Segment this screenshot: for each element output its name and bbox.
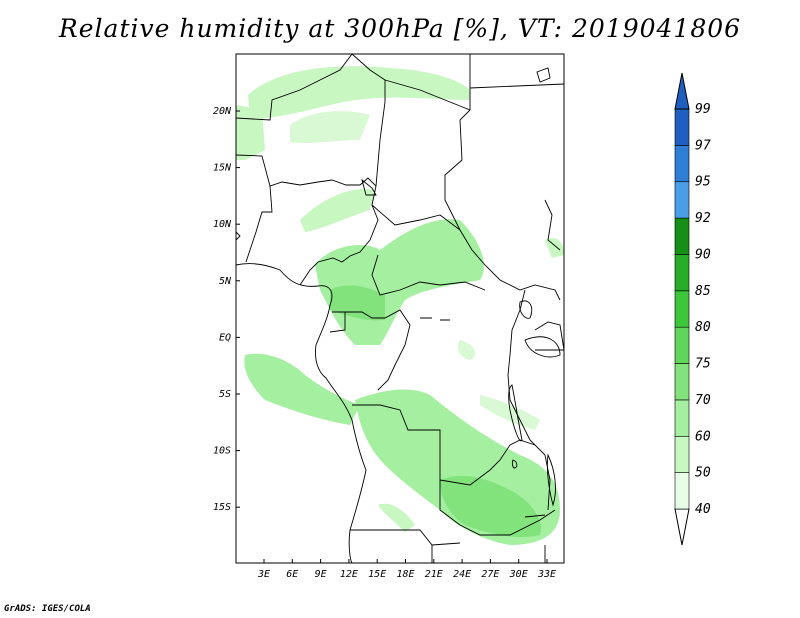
lat-tick-label: 15N [213, 163, 232, 174]
humidity-patch-zambia-core [440, 475, 541, 537]
coast-northeast [536, 67, 551, 83]
colorbar-lower-arrow [674, 508, 690, 546]
colorbar-segment [674, 326, 690, 364]
lon-tick-label: 33E [537, 569, 556, 580]
border-chad-sudan [444, 109, 561, 301]
colorbar-label: 95 [695, 175, 711, 190]
colorbar-label: 50 [695, 466, 711, 481]
colorbar-segment [674, 435, 690, 473]
lat-tick-label: 20N [213, 106, 232, 117]
lake-mweru [511, 459, 518, 469]
colorbar-segment [674, 254, 690, 292]
latitude-axis: 20N 15N 10N 5N EQ 5S 10S 15S [213, 106, 240, 513]
humidity-shading [236, 66, 564, 545]
colorbar-label: 85 [695, 284, 711, 299]
colorbar-label: 70 [695, 393, 711, 408]
borders [235, 53, 565, 564]
border-west [245, 185, 273, 263]
colorbar-label: 75 [695, 357, 711, 372]
lake-kariba [524, 514, 546, 518]
colorbar-segment [674, 181, 690, 219]
border-chad-car [371, 204, 461, 231]
lon-tick-label: 6E [286, 569, 298, 580]
colorbar-segment [674, 217, 690, 255]
colorbar-segment [674, 363, 690, 401]
lat-tick-label: 10S [213, 446, 231, 457]
colorbar-segment [674, 145, 690, 183]
colorbar: 40 50 60 70 75 80 85 90 92 95 97 99 [674, 72, 711, 546]
colorbar-label: 80 [695, 320, 711, 335]
humidity-patch-east-edge [545, 238, 564, 258]
lon-tick-label: 24E [453, 569, 471, 580]
lon-tick-label: 12E [340, 569, 358, 580]
border-drc-angola [352, 404, 441, 480]
lon-tick-label: 3E [257, 569, 270, 580]
border-congo [332, 309, 411, 391]
border-eq-guinea [329, 312, 346, 333]
humidity-patch-basin [458, 340, 476, 360]
lake-tanganyika [508, 384, 523, 442]
colorbar-label: 60 [695, 429, 711, 444]
lat-tick-label: 5S [219, 389, 231, 400]
border-east [544, 199, 561, 251]
colorbar-label: 92 [695, 211, 711, 226]
colorbar-label: 90 [695, 247, 711, 262]
lon-tick-label: 9E [315, 569, 327, 580]
humidity-patch-north [248, 66, 470, 119]
humidity-patch-sahara [290, 111, 370, 143]
colorbar-segment [674, 399, 690, 437]
lake-malawi [546, 453, 556, 507]
river-marks [420, 317, 450, 321]
lat-tick-label: 5N [219, 276, 232, 287]
colorbar-segment [674, 108, 690, 146]
border-great-lakes [507, 289, 551, 511]
border-libya [384, 54, 471, 111]
border-angola-namibia [350, 529, 461, 546]
border-egypt [469, 83, 565, 89]
lake-chad [361, 178, 377, 196]
lat-tick-label: EQ [219, 332, 231, 343]
coastline-west-africa [235, 263, 367, 564]
humidity-patch-nigeria [300, 189, 375, 232]
colorbar-label: 40 [695, 502, 711, 517]
longitude-axis: 3E 6E 9E 12E 15E 18E 21E 24E 27E 30E 33E [257, 559, 556, 580]
border-car [371, 254, 486, 296]
humidity-patch-tanzania [480, 395, 540, 430]
humidity-patch-west-coast [236, 105, 265, 160]
coast-west-mark [235, 231, 241, 241]
lat-tick-label: 10N [213, 219, 232, 230]
humidity-patch-gulf [244, 353, 360, 425]
lon-tick-label: 18E [396, 569, 414, 580]
colorbar-label: 99 [695, 102, 711, 117]
colorbar-label: 97 [695, 138, 711, 153]
map-frame [235, 53, 565, 564]
lon-tick-label: 30E [509, 569, 528, 580]
lake-victoria [524, 336, 561, 358]
border-north-west [235, 53, 353, 121]
colorbar-segment [674, 290, 690, 328]
map-title: Relative humidity at 300hPa [%], VT: 201… [58, 14, 742, 43]
border-niger-algeria [351, 53, 386, 187]
border-zambia-south [439, 480, 556, 536]
lon-tick-label: 15E [368, 569, 386, 580]
border-uganda-kenya [534, 321, 565, 351]
colorbar-upper-arrow [674, 72, 690, 110]
credit-text: GrADS: IGES/COLA [4, 604, 91, 614]
colorbar-segment [674, 472, 690, 510]
lat-tick-label: 15S [213, 502, 231, 513]
lon-tick-label: 21E [425, 569, 443, 580]
humidity-patch-namibia [378, 503, 415, 532]
lon-tick-label: 27E [481, 569, 499, 580]
lake-albert [519, 300, 533, 319]
